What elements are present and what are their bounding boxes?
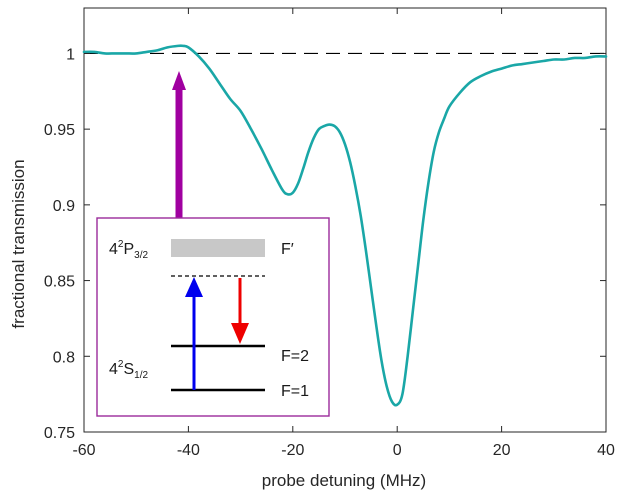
y-axis-label: fractional transmission bbox=[9, 159, 28, 328]
y-tick-label: 0.9 bbox=[53, 198, 75, 215]
y-tick-label: 0.95 bbox=[44, 122, 75, 139]
x-axis-ticks: -60 -40 -20 0 20 40 bbox=[72, 8, 615, 459]
x-axis-label: probe detuning (MHz) bbox=[262, 471, 426, 490]
pointer-arrow bbox=[172, 71, 186, 220]
x-tick-label: 20 bbox=[493, 442, 511, 459]
f1-label: F=1 bbox=[281, 383, 309, 400]
upper-level-band bbox=[171, 239, 265, 257]
x-tick-label: -40 bbox=[177, 442, 200, 459]
f2-label: F=2 bbox=[281, 348, 309, 365]
stokes-arrow-head bbox=[231, 323, 249, 344]
plot-area-border bbox=[83, 7, 607, 433]
plot-frame bbox=[83, 7, 607, 433]
x-tick-label: -60 bbox=[72, 442, 95, 459]
y-tick-label: 0.8 bbox=[53, 349, 75, 366]
x-tick-label: -20 bbox=[281, 442, 304, 459]
upper-level-label: 42P3/2 bbox=[109, 239, 148, 261]
x-tick-label: 0 bbox=[393, 442, 402, 459]
y-tick-label: 0.75 bbox=[44, 425, 75, 442]
lower-level-label: 42S1/2 bbox=[109, 359, 148, 381]
energy-level-inset: 42P3/2 42S1/2 F′ F=2 F=1 bbox=[96, 217, 330, 417]
series-line bbox=[82, 44, 608, 407]
y-tick-label: 1 bbox=[66, 46, 75, 63]
f-prime-label: F′ bbox=[281, 241, 294, 258]
y-axis-ticks: 0.75 0.8 0.85 0.9 0.95 1 bbox=[44, 46, 606, 442]
pump-arrow-head bbox=[185, 277, 203, 297]
y-tick-label: 0.85 bbox=[44, 274, 75, 291]
x-tick-label: 40 bbox=[597, 442, 615, 459]
